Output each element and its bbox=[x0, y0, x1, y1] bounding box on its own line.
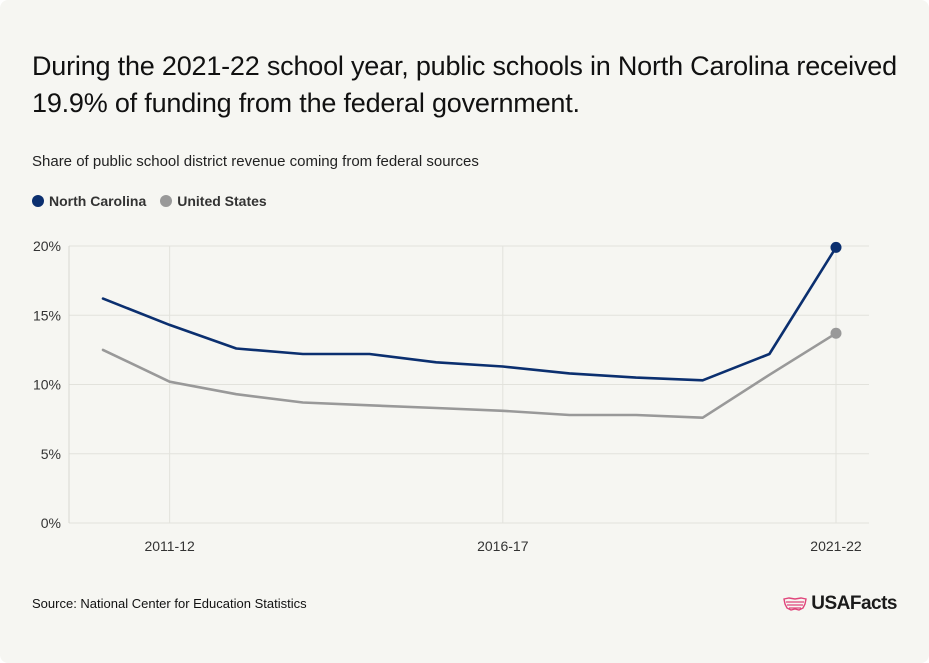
legend: North Carolina United States bbox=[32, 193, 281, 209]
legend-dot-united-states bbox=[160, 195, 173, 207]
chart-subtitle: Share of public school district revenue … bbox=[32, 153, 479, 170]
legend-label-united-states: United States bbox=[177, 193, 267, 209]
series-line-united-states bbox=[101, 331, 838, 420]
legend-dot-north-carolina bbox=[32, 195, 44, 207]
series-end-point-north-carolina bbox=[830, 241, 842, 253]
series-end-point-united-states bbox=[830, 327, 842, 339]
chart-title: During the 2021-22 school year, public s… bbox=[32, 51, 897, 118]
brand-logo[interactable]: USAFacts bbox=[783, 593, 897, 615]
legend-item-north-carolina[interactable]: North Carolina bbox=[32, 193, 146, 209]
y-tick-label: 20% bbox=[33, 238, 61, 254]
legend-label-north-carolina: North Carolina bbox=[49, 193, 147, 209]
x-tick-label: 2016-17 bbox=[477, 538, 529, 554]
y-tick-label: 5% bbox=[41, 446, 61, 462]
legend-item-united-states[interactable]: United States bbox=[160, 193, 267, 209]
x-tick-label: 2021-22 bbox=[810, 538, 862, 554]
y-tick-label: 0% bbox=[41, 515, 61, 531]
us-flag-map-icon bbox=[783, 597, 808, 611]
y-tick-label: 10% bbox=[33, 377, 61, 393]
x-tick-label: 2011-12 bbox=[144, 538, 195, 554]
brand-name: USAFacts bbox=[811, 593, 897, 614]
source-note: Source: National Center for Education St… bbox=[32, 596, 307, 611]
y-tick-label: 15% bbox=[33, 307, 61, 323]
series-line-north-carolina bbox=[101, 246, 838, 382]
